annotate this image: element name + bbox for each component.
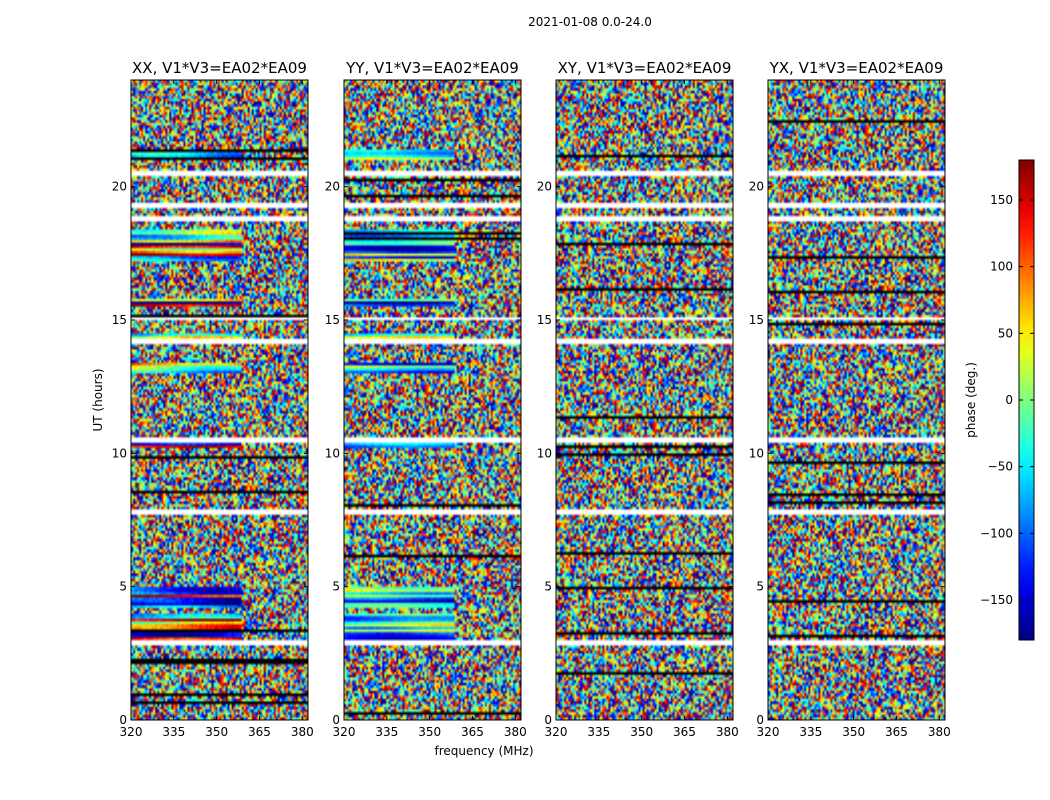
y-tick-label: 20 xyxy=(749,180,764,194)
y-tick-label: 0 xyxy=(756,713,764,727)
colorbar-tick-label: 100 xyxy=(990,260,1013,274)
panels-group: XX, V1*V3=EA02*EA09 320 335 350 365 380 0 5 10 15… xyxy=(112,59,951,739)
x-tick-label: 380 xyxy=(928,725,951,739)
y-tick-label: 20 xyxy=(537,180,552,194)
y-tick-label: 20 xyxy=(112,180,127,194)
x-tick-label: 335 xyxy=(587,725,610,739)
x-tick-label: 350 xyxy=(205,725,228,739)
x-tick-label: 365 xyxy=(673,725,696,739)
colorbar-tick-label: −50 xyxy=(988,460,1013,474)
colorbar-tick-label: −100 xyxy=(980,526,1013,540)
heatmap-image-yy xyxy=(344,80,521,720)
heatmap-image-xx xyxy=(131,80,308,720)
x-tick-label: 335 xyxy=(375,725,398,739)
y-axis-label: UT (hours) xyxy=(91,368,105,431)
panel-title-xy: XY, V1*V3=EA02*EA09 xyxy=(558,59,732,77)
x-tick-label: 320 xyxy=(333,725,356,739)
panel-yx: YX, V1*V3=EA02*EA09 320 335 350 365 380 0 5 10 15… xyxy=(749,59,951,739)
panel-frame xyxy=(343,79,522,721)
y-tick-label: 15 xyxy=(325,313,340,327)
x-tick-label: 350 xyxy=(630,725,653,739)
panel-frame xyxy=(555,79,734,721)
x-tick-label: 380 xyxy=(504,725,527,739)
colorbar-tick-label: −150 xyxy=(980,593,1013,607)
figure-title: 2021-01-08 0.0-24.0 xyxy=(528,15,652,29)
panel-xx: XX, V1*V3=EA02*EA09 320 335 350 365 380 0 5 10 15… xyxy=(112,59,314,739)
x-tick-label: 365 xyxy=(461,725,484,739)
y-tick-label: 10 xyxy=(749,446,764,460)
panel-yy: YY, V1*V3=EA02*EA09 320 335 350 365 380 0 5 10 15… xyxy=(325,59,527,739)
colorbar-tick-label: 0 xyxy=(1005,393,1013,407)
panel-xy: XY, V1*V3=EA02*EA09 320 335 350 365 380 0 5 10 15… xyxy=(537,59,739,739)
x-tick-label: 365 xyxy=(885,725,908,739)
y-tick-label: 10 xyxy=(537,446,552,460)
y-tick-label: 10 xyxy=(325,446,340,460)
y-tick-label: 5 xyxy=(119,580,127,594)
heatmap-image-yx xyxy=(768,80,945,720)
y-tick-label: 5 xyxy=(756,580,764,594)
y-tick-label: 20 xyxy=(325,180,340,194)
y-tick-label: 15 xyxy=(112,313,127,327)
x-tick-label: 380 xyxy=(716,725,739,739)
x-axis-label: frequency (MHz) xyxy=(434,744,533,758)
colorbar-label: phase (deg.) xyxy=(964,362,978,438)
panel-frame xyxy=(130,79,309,721)
x-tick-label: 350 xyxy=(842,725,865,739)
panel-title-yx: YX, V1*V3=EA02*EA09 xyxy=(769,59,944,77)
y-tick-label: 10 xyxy=(112,446,127,460)
panel-title-xx: XX, V1*V3=EA02*EA09 xyxy=(132,59,307,77)
y-tick-label: 5 xyxy=(544,580,552,594)
colorbar-tick-label: 150 xyxy=(990,193,1013,207)
colorbar: −150 −100 −50 0 50 100 150 xyxy=(980,159,1035,641)
x-tick-label: 350 xyxy=(418,725,441,739)
x-tick-label: 320 xyxy=(545,725,568,739)
y-tick-label: 15 xyxy=(749,313,764,327)
y-tick-label: 15 xyxy=(537,313,552,327)
x-tick-label: 335 xyxy=(799,725,822,739)
colorbar-tick-label: 50 xyxy=(998,326,1013,340)
x-tick-label: 320 xyxy=(757,725,780,739)
x-tick-label: 335 xyxy=(162,725,185,739)
x-tick-label: 380 xyxy=(291,725,314,739)
panel-title-yy: YY, V1*V3=EA02*EA09 xyxy=(345,59,519,77)
y-tick-label: 0 xyxy=(332,713,340,727)
panel-frame xyxy=(767,79,946,721)
heatmap-image-xy xyxy=(556,80,733,720)
y-tick-label: 5 xyxy=(332,580,340,594)
y-tick-label: 0 xyxy=(119,713,127,727)
y-tick-label: 0 xyxy=(544,713,552,727)
x-tick-label: 365 xyxy=(248,725,271,739)
x-tick-label: 320 xyxy=(120,725,143,739)
